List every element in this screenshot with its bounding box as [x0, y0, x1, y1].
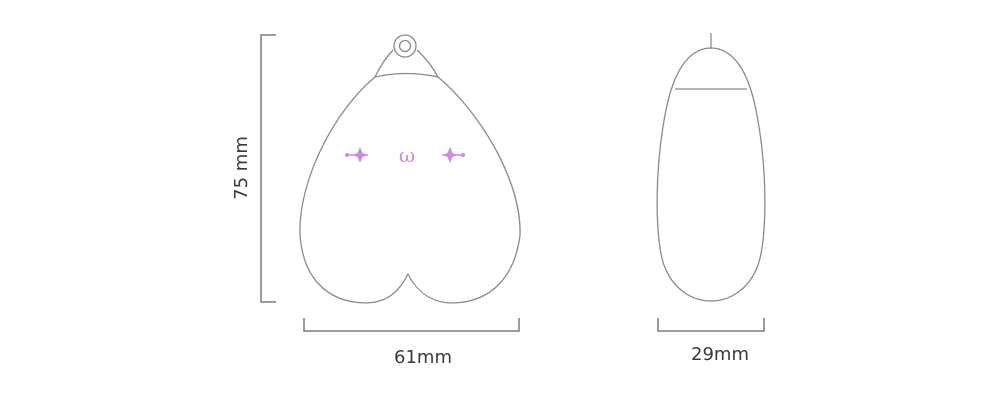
logo-mark-icon: ω [399, 143, 415, 167]
right-sparkle-icon [442, 147, 465, 163]
side-width-bracket [657, 318, 765, 332]
heart-body-outline [299, 49, 521, 304]
side-width-label: 29mm [691, 344, 749, 365]
front-width-label: 61mm [394, 347, 452, 368]
height-dimension-bracket [260, 34, 276, 303]
side-width-dimension: 29mm [657, 318, 765, 365]
side-view [656, 33, 766, 302]
left-sparkle-icon [345, 147, 368, 163]
cap-seam-line [374, 72, 439, 78]
hanging-loop-hole [398, 39, 412, 53]
egg-body-outline [656, 47, 766, 302]
brand-logo: ω [345, 143, 465, 167]
front-width-dimension: 61mm [303, 318, 520, 368]
height-label: 75 mm [231, 136, 252, 200]
height-dimension: 75 mm [231, 34, 276, 303]
hanging-loop-outer [393, 34, 417, 58]
front-width-bracket [303, 318, 520, 332]
front-view: ω [299, 34, 521, 304]
